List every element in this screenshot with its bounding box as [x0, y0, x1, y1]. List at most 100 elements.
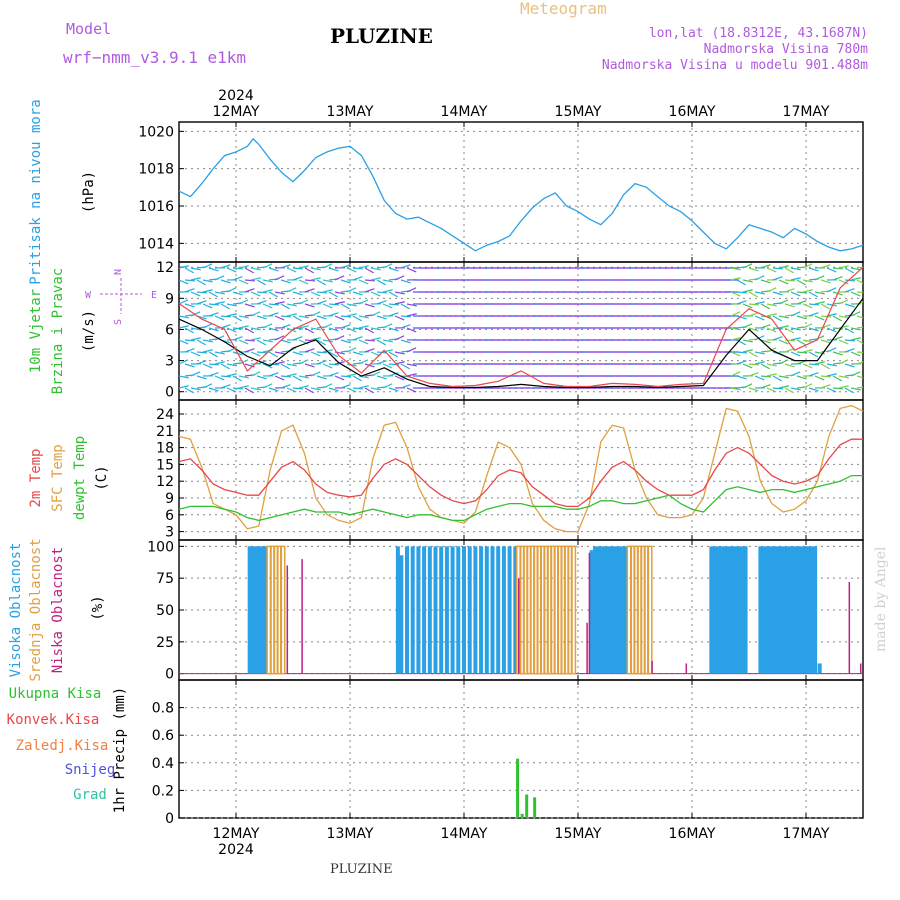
cloud-bar [261, 546, 266, 674]
cloud-bar [817, 663, 822, 674]
y-tick-label: 9 [165, 491, 174, 507]
precip-bar [525, 794, 529, 818]
cloud-bar [610, 546, 615, 674]
panel-frame [178, 679, 864, 819]
model-elevation-label: Nadmorska Visina u modelu 901.488m [601, 58, 868, 73]
y-tick-label: 0.8 [152, 701, 174, 717]
y-tick-label: 0.6 [152, 728, 174, 744]
temp-unit: (C) [94, 465, 110, 490]
cloud-bar [444, 546, 449, 674]
cloud-bar [484, 546, 489, 674]
wind-unit: (m/s) [81, 310, 97, 352]
x-tick-label: 17MAY [783, 104, 830, 120]
cloud-bar [395, 546, 400, 674]
cloud-bar [740, 546, 745, 674]
compass-e: E [151, 290, 157, 301]
cloud-bar [599, 546, 604, 674]
cloud-bar [501, 546, 506, 674]
meteogram-label: Meteogram [520, 0, 607, 18]
cloud-bar [439, 546, 444, 674]
cloud-bar [286, 565, 289, 674]
cloud-bar [778, 546, 783, 674]
cloud-bar [473, 546, 478, 674]
x-tick-label: 16MAY [669, 826, 716, 842]
x-tick-label: 16MAY [669, 104, 716, 120]
cloud-bar [768, 546, 773, 674]
y-tick-label: 0.2 [152, 783, 174, 799]
cloud-bar [813, 546, 818, 674]
y-tick-label: 0.4 [152, 756, 174, 772]
cloud-bar [761, 546, 766, 674]
cloud-bar [606, 546, 611, 674]
cloud-bar [259, 546, 264, 674]
cloud-bar [399, 555, 404, 674]
dewpt-label: dewpt Temp [72, 436, 88, 520]
lonlat-label: lon,lat (18.8312E, 43.1687N) [648, 26, 868, 41]
x-tick-label: 13MAY [327, 826, 374, 842]
y-tick-label: 1020 [138, 124, 174, 140]
y-tick-label: 12 [156, 260, 174, 276]
cloud-bar [719, 546, 724, 674]
panel-frame [178, 121, 864, 263]
cloud-low-label: Niska Oblacnost [50, 547, 66, 673]
cloud-bar [249, 546, 254, 674]
x-tick-label: 12MAY [213, 826, 260, 842]
cloud-bar [651, 660, 653, 674]
y-tick-label: 12 [156, 474, 174, 490]
wind-axis-title: 10m Vjetar [28, 289, 44, 373]
precip-legend-item: Snijeg [65, 762, 116, 778]
cloud-bar [427, 546, 432, 674]
cloud-bar [570, 545, 577, 675]
cloud-bar [806, 546, 811, 674]
cloud-bar [796, 546, 801, 674]
cloud-bar [647, 545, 653, 675]
sfc-temp-line [178, 404, 864, 533]
cloud-bar [507, 546, 512, 674]
x-tick-label: 14MAY [441, 104, 488, 120]
model-label: Model [66, 20, 112, 38]
precip-legend-item: Ukupna Kisa [9, 686, 102, 702]
y-tick-label: 6 [165, 508, 174, 524]
cloud-bar [789, 546, 794, 674]
y-tick-label: 25 [156, 635, 174, 651]
cloud-bar [859, 663, 862, 674]
year-label: 2024 [218, 88, 254, 104]
cloud-bar [517, 578, 520, 674]
wind-speed-line [178, 297, 864, 389]
cloud-bar [772, 546, 777, 674]
x-tick-label: 15MAY [555, 826, 602, 842]
y-tick-label: 100 [147, 539, 174, 555]
precip-unit: 1hr Precip (mm) [112, 687, 128, 813]
cloud-bar [802, 546, 807, 674]
x-tick-label: 12MAY [213, 104, 260, 120]
cloud-bar [729, 546, 734, 674]
cloud-bar [513, 546, 518, 674]
compass-n: N [113, 269, 124, 275]
cloud-bar [743, 546, 748, 674]
cloud-bar [709, 546, 714, 674]
y-tick-label: 18 [156, 441, 174, 457]
y-tick-label: 75 [156, 571, 174, 587]
cloud-high-label: Visoka Oblacnost [8, 543, 24, 678]
y-tick-label: 15 [156, 457, 174, 473]
panel-frame [178, 399, 864, 541]
cloud-bar [848, 582, 851, 674]
compass-s: S [113, 319, 124, 325]
cloud-bar [279, 545, 286, 675]
x-tick-label: 13MAY [327, 104, 374, 120]
y-tick-label: 3 [165, 354, 174, 370]
model-name: wrf−nmm_v3.9.1 e1km [63, 48, 247, 67]
y-tick-label: 3 [165, 525, 174, 541]
cloud-bar [422, 546, 427, 674]
cloud-bar [712, 546, 717, 674]
cloud-mid-label: Srednja Oblacnost [28, 538, 44, 681]
temp-2m-label: 2m Temp [28, 448, 44, 507]
cloud-bar [775, 546, 780, 674]
y-tick-label: 0 [165, 667, 174, 683]
cloud-bar [433, 546, 438, 674]
sfc-temp-label: SFC Temp [50, 444, 66, 511]
year-label: 2024 [218, 842, 254, 858]
cloud-bar [620, 546, 625, 674]
